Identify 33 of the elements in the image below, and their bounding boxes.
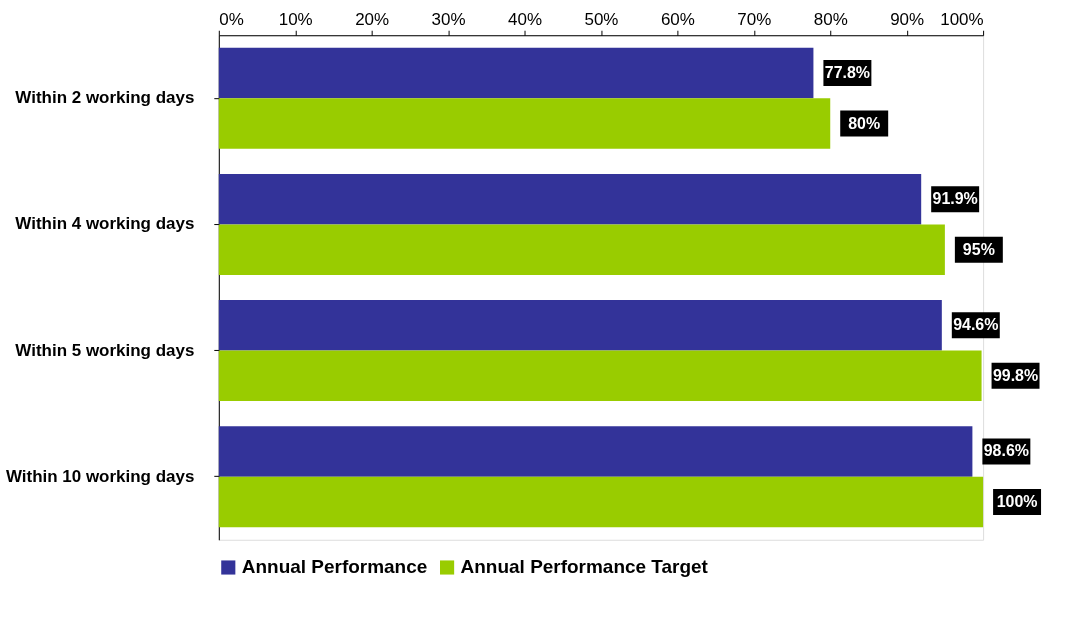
legend-label: Annual Performance Target	[460, 556, 709, 578]
bar	[218, 173, 922, 225]
data-label: 100%	[996, 492, 1038, 510]
y-tick-label: Within 4 working days	[15, 214, 195, 234]
data-label: 77.8%	[824, 64, 871, 82]
data-label: 91.9%	[932, 190, 978, 208]
bar	[218, 224, 945, 275]
bar	[218, 300, 942, 351]
x-tick-label: 70%	[737, 9, 772, 29]
x-tick-label: 10%	[278, 9, 313, 29]
x-tick-label: 60%	[660, 9, 695, 29]
x-tick-label: 90%	[890, 9, 925, 29]
bar	[218, 47, 814, 99]
y-tick-label: Within 5 working days	[15, 340, 195, 360]
data-label: 98.6%	[983, 442, 1030, 460]
legend-label: Annual Performance	[241, 556, 428, 578]
data-label: 80%	[848, 114, 881, 132]
x-tick-label: 40%	[508, 9, 542, 29]
data-label: 94.6%	[953, 316, 999, 334]
x-tick-label: 20%	[355, 9, 390, 29]
x-tick-label: 80%	[813, 9, 848, 29]
x-tick-label: 50%	[584, 9, 619, 29]
bar	[218, 426, 973, 477]
x-tick-label: 100%	[940, 9, 984, 29]
y-tick-label: Within 2 working days	[15, 88, 195, 108]
bar	[218, 350, 982, 402]
bar	[218, 98, 831, 149]
data-label: 95%	[962, 240, 995, 258]
data-label: 99.8%	[992, 366, 1039, 384]
x-tick-label: 30%	[431, 9, 466, 29]
bar	[218, 476, 984, 528]
x-tick-label: 0%	[219, 9, 244, 29]
y-tick-label: Within 10 working days	[5, 466, 195, 486]
